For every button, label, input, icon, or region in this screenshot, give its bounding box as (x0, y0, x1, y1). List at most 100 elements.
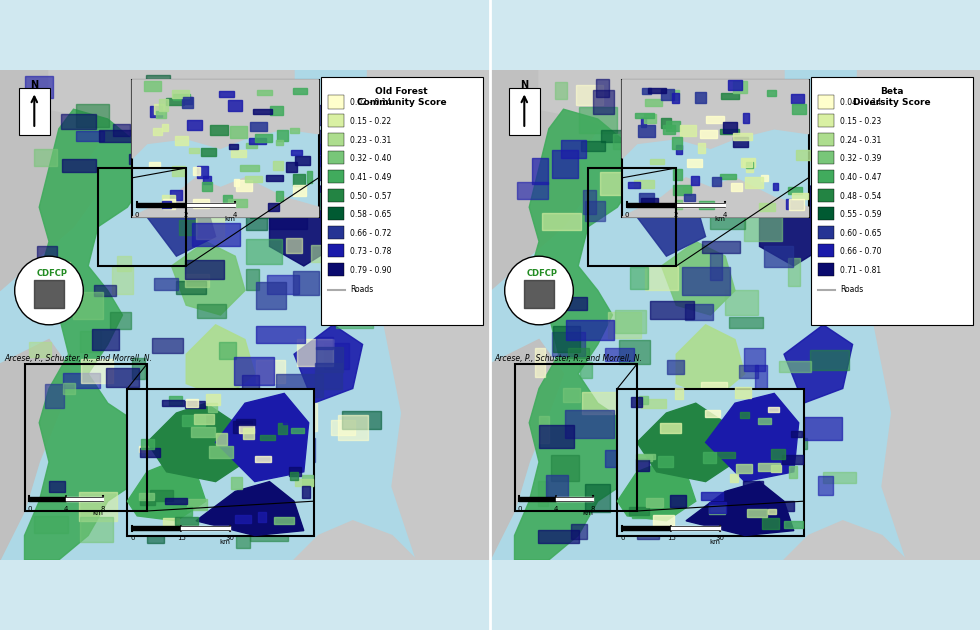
Bar (680, 125, 696, 136)
Bar (275, 374, 323, 397)
Bar (172, 91, 189, 98)
Bar (818, 188, 834, 202)
Text: 0: 0 (27, 506, 31, 512)
Bar (186, 120, 202, 130)
Bar (305, 144, 335, 166)
Bar (267, 275, 299, 294)
Bar (207, 466, 241, 491)
Text: 0.66 - 0.72: 0.66 - 0.72 (351, 229, 392, 238)
Bar (307, 403, 318, 432)
Bar (328, 114, 344, 127)
Bar (264, 112, 297, 129)
Bar (644, 114, 656, 123)
Text: 8: 8 (101, 506, 105, 512)
Bar (234, 179, 239, 186)
Bar (789, 466, 798, 478)
Bar (139, 493, 155, 500)
Bar (646, 498, 663, 507)
Text: CDFCP: CDFCP (37, 269, 68, 278)
Bar (159, 99, 168, 111)
Bar (564, 388, 580, 403)
Bar (240, 165, 259, 171)
Polygon shape (0, 340, 74, 560)
Bar (732, 164, 768, 182)
Text: km: km (92, 510, 103, 515)
Bar (761, 175, 768, 181)
Bar (231, 151, 246, 157)
Bar (163, 199, 175, 209)
Bar (33, 262, 71, 284)
Bar (276, 191, 283, 201)
Bar (761, 518, 778, 529)
Bar (822, 472, 856, 483)
FancyBboxPatch shape (321, 77, 483, 325)
Bar (306, 193, 344, 209)
Text: 0.40 - 0.47: 0.40 - 0.47 (841, 173, 882, 182)
Bar (236, 527, 250, 548)
Bar (63, 383, 75, 394)
Bar (293, 88, 307, 94)
Text: 0.41 - 0.49: 0.41 - 0.49 (351, 173, 392, 182)
Bar (295, 479, 313, 486)
Bar (146, 106, 189, 132)
Bar (144, 95, 175, 117)
Bar (818, 133, 834, 146)
Bar (49, 481, 65, 493)
Bar (739, 365, 759, 378)
Bar (246, 143, 257, 148)
Bar (746, 162, 754, 168)
Bar (207, 88, 219, 103)
Bar (745, 214, 781, 241)
Polygon shape (186, 325, 255, 398)
Bar (677, 143, 687, 164)
Bar (784, 501, 795, 512)
Bar (230, 126, 247, 137)
Bar (132, 358, 145, 379)
Bar (247, 215, 267, 230)
Text: km: km (224, 215, 235, 222)
Bar (622, 80, 808, 217)
Bar (290, 128, 300, 133)
Bar (509, 88, 540, 135)
Text: 0: 0 (135, 212, 139, 218)
Bar (163, 201, 172, 208)
Bar (210, 125, 228, 135)
Bar (250, 515, 288, 541)
Bar (642, 399, 665, 408)
Polygon shape (676, 325, 745, 398)
Polygon shape (686, 423, 784, 511)
Bar (290, 472, 298, 479)
Bar (833, 85, 860, 110)
Polygon shape (514, 109, 647, 560)
Polygon shape (662, 241, 735, 315)
Bar (768, 459, 780, 485)
Bar (733, 133, 752, 139)
Bar (94, 285, 116, 296)
Bar (152, 338, 183, 353)
Bar (269, 215, 307, 229)
Bar (716, 123, 750, 146)
Bar (514, 364, 637, 511)
Bar (684, 194, 695, 201)
Bar (286, 238, 302, 253)
Bar (585, 484, 610, 512)
Bar (250, 207, 282, 218)
Bar (639, 396, 649, 404)
Bar (638, 125, 655, 137)
Text: 0.58 - 0.65: 0.58 - 0.65 (351, 210, 392, 219)
Bar (782, 455, 803, 464)
Text: 15: 15 (176, 536, 186, 542)
Polygon shape (490, 70, 637, 290)
Bar (728, 81, 742, 90)
Bar (734, 192, 762, 212)
Bar (328, 133, 344, 146)
Bar (24, 364, 147, 511)
Bar (821, 133, 851, 159)
Bar (701, 154, 730, 166)
Bar (29, 341, 51, 357)
Bar (570, 524, 587, 539)
Bar (538, 425, 574, 448)
Bar (627, 482, 657, 494)
Bar (760, 203, 775, 211)
Bar (80, 517, 113, 542)
